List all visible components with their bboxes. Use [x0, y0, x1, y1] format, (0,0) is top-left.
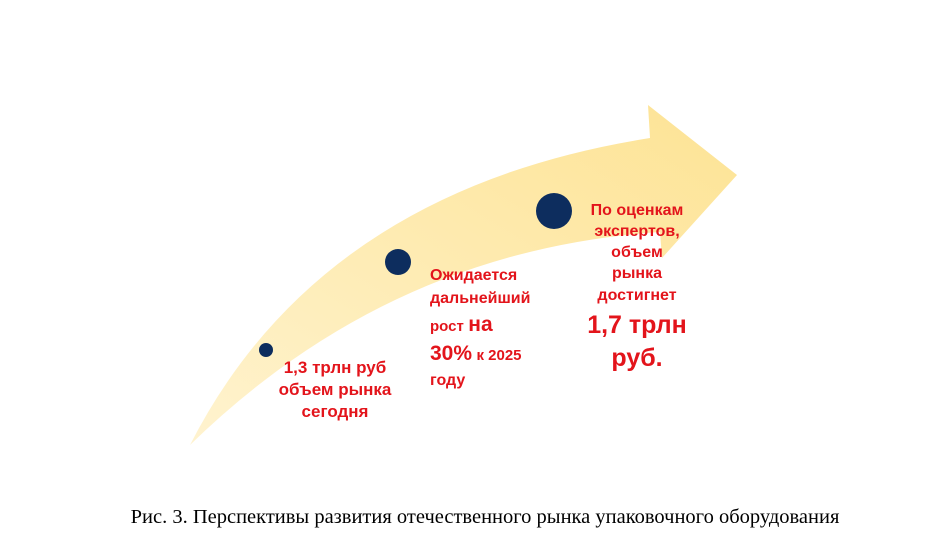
- label-line: экспертов,: [594, 223, 679, 240]
- label-line: По оценкам: [591, 202, 684, 219]
- milestone-2025: Ожидается дальнейший рост на 30% к 2025 …: [430, 267, 530, 389]
- label-line: 30% к 2025: [430, 342, 522, 365]
- growth-arrow: [190, 105, 737, 445]
- label-line: достигнет: [597, 287, 676, 304]
- milestone-dot: [536, 193, 572, 229]
- milestone-dot: [385, 249, 411, 275]
- caption: Рис. 3. Перспективы развития отечественн…: [131, 506, 840, 528]
- label-highlight: 30%: [430, 342, 472, 365]
- label-line: Ожидается: [430, 267, 517, 284]
- label-line: объем: [611, 244, 663, 261]
- label-highlight: 1,7 трлн: [587, 311, 687, 339]
- label-highlight: на: [468, 313, 493, 336]
- label-line: 1,3 трлн руб: [284, 358, 387, 377]
- label-line: рынка: [612, 265, 662, 282]
- label-highlight: руб.: [611, 344, 662, 372]
- label-line: объем рынка: [279, 380, 392, 399]
- label-line: дальнейший: [430, 290, 530, 307]
- label-part: к 2025: [476, 347, 521, 364]
- milestone-today: 1,3 трлн руб объем рынка сегодня: [279, 358, 392, 421]
- label-line: сегодня: [302, 402, 369, 421]
- milestone-forecast: По оценкам экспертов, объем рынка достиг…: [587, 202, 687, 372]
- label-line: году: [430, 372, 465, 389]
- label-line: рост на: [430, 313, 493, 336]
- label-part: рост: [430, 318, 464, 335]
- milestone-dot: [259, 343, 273, 357]
